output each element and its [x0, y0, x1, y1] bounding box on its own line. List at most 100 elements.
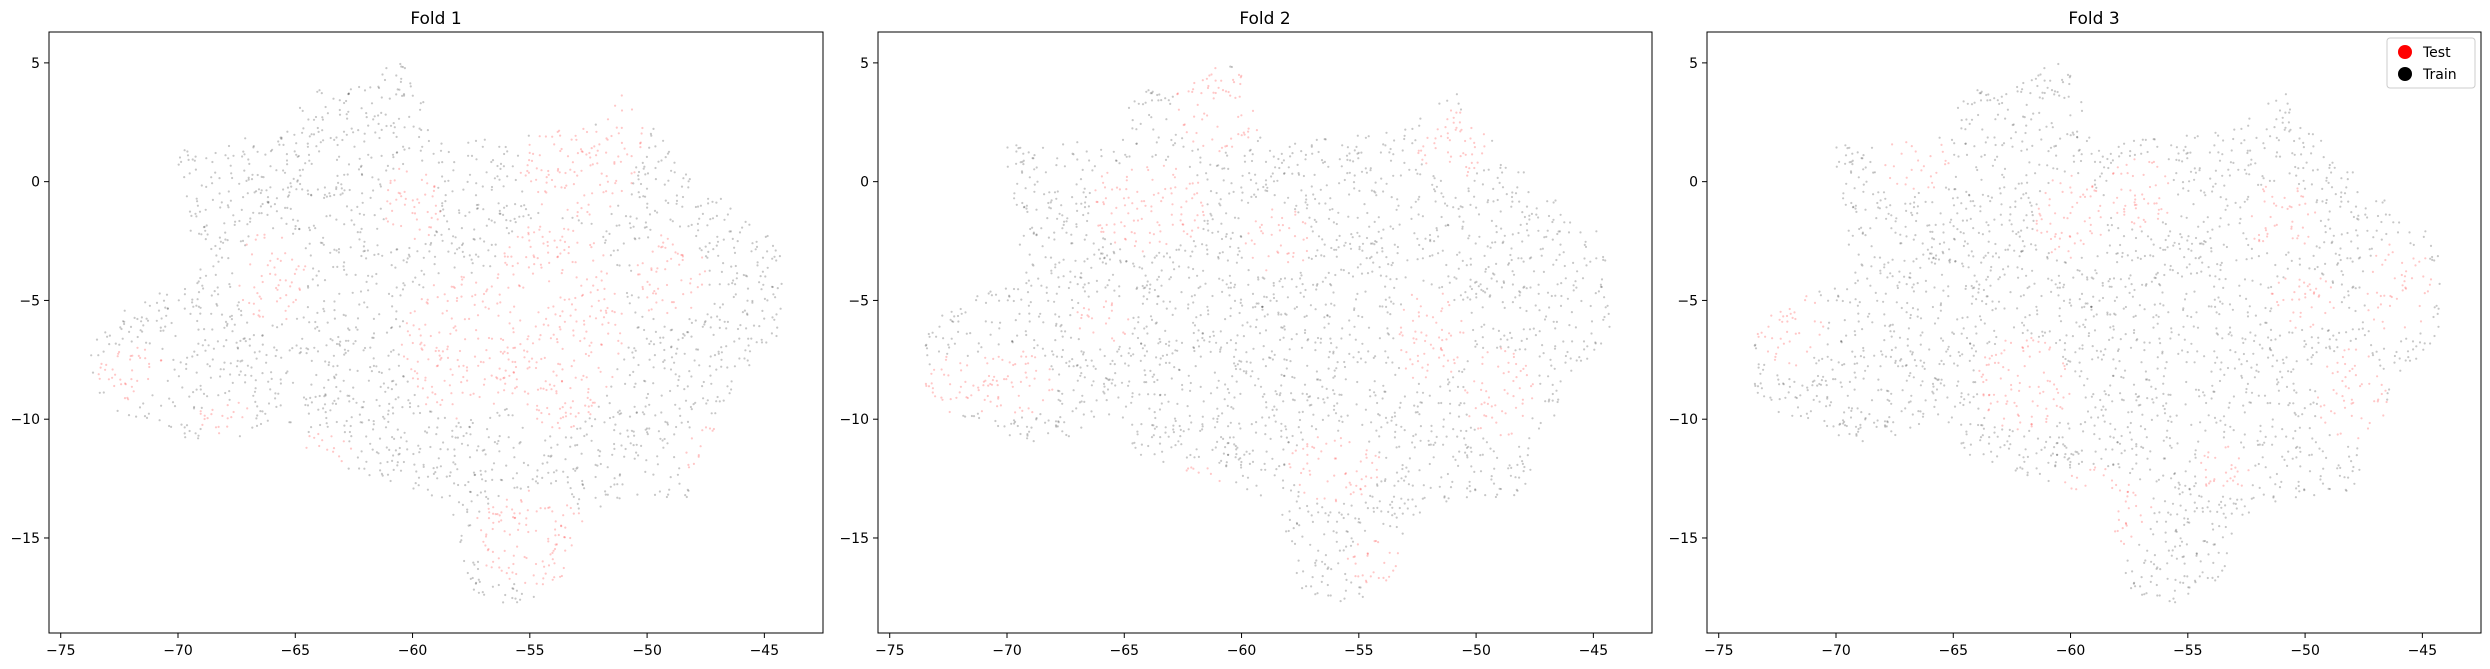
train-point: [1063, 165, 1066, 168]
train-point: [608, 402, 611, 405]
train-point: [704, 320, 707, 323]
train-point: [350, 209, 353, 212]
train-point: [950, 337, 953, 340]
train-point: [165, 314, 168, 317]
test-point: [987, 374, 991, 378]
test-point: [1140, 200, 1143, 203]
test-point: [610, 134, 613, 138]
train-point: [618, 409, 621, 412]
train-point: [1201, 423, 1204, 426]
train-point: [1361, 249, 1364, 252]
train-point: [1380, 510, 1383, 513]
train-point: [375, 272, 378, 276]
train-point: [1229, 281, 1232, 284]
test-point: [1182, 223, 1185, 226]
train-point: [191, 158, 194, 161]
train-point: [1528, 218, 1531, 221]
train-point: [439, 448, 442, 451]
train-point: [1443, 496, 1446, 499]
train-point: [224, 154, 227, 157]
test-point: [462, 375, 465, 379]
train-point: [738, 357, 741, 360]
train-point: [1343, 244, 1346, 247]
test-point: [450, 285, 453, 288]
train-point: [379, 185, 382, 188]
test-point: [1333, 439, 1336, 442]
train-point: [204, 229, 207, 232]
test-point: [652, 292, 655, 295]
train-point: [1119, 261, 1122, 264]
train-point: [282, 143, 285, 146]
train-point: [484, 479, 487, 483]
train-point: [1297, 490, 1300, 494]
test-point: [1446, 136, 1449, 139]
train-point: [128, 330, 131, 333]
test-point: [1005, 378, 1008, 381]
test-point: [1250, 239, 1253, 242]
test-point: [510, 508, 514, 511]
train-point: [1241, 324, 1244, 327]
train-point: [1140, 443, 1143, 446]
train-point: [715, 201, 718, 204]
train-point: [1437, 235, 1440, 238]
test-point: [1316, 436, 1319, 439]
test-point: [527, 530, 530, 534]
test-point: [600, 270, 603, 273]
test-point: [556, 341, 559, 344]
train-point: [1363, 203, 1366, 206]
train-point: [196, 200, 199, 203]
train-point: [418, 127, 421, 130]
train-point: [758, 325, 761, 328]
train-point: [1326, 314, 1329, 317]
train-point: [1338, 158, 1341, 161]
train-point: [235, 341, 238, 344]
train-point: [1040, 284, 1043, 287]
train-point: [357, 168, 361, 171]
train-point: [1083, 238, 1086, 241]
train-point: [1136, 286, 1139, 289]
train-point: [381, 73, 384, 76]
train-point: [937, 350, 941, 353]
test-point: [1426, 363, 1429, 366]
test-point: [526, 164, 529, 167]
train-point: [1382, 228, 1385, 231]
train-point: [347, 163, 351, 166]
train-point: [445, 475, 448, 478]
train-point: [437, 417, 440, 420]
test-point: [561, 406, 564, 409]
train-point: [1008, 295, 1011, 298]
train-point: [1323, 533, 1326, 536]
test-point: [660, 246, 663, 249]
train-point: [1071, 242, 1074, 245]
test-point: [1170, 192, 1173, 195]
train-point: [478, 510, 481, 513]
train-point: [511, 587, 514, 590]
test-point: [497, 273, 500, 276]
train-point: [1469, 278, 1472, 281]
train-point: [399, 469, 403, 472]
train-point: [1156, 93, 1159, 97]
test-point: [549, 337, 553, 340]
train-point: [255, 417, 258, 420]
train-point: [391, 305, 394, 308]
train-point: [338, 155, 341, 158]
train-point: [1165, 307, 1168, 310]
test-point: [555, 543, 559, 546]
train-point: [267, 402, 271, 405]
train-point: [1264, 424, 1267, 427]
test-point: [1369, 575, 1372, 578]
train-point: [1248, 452, 1251, 455]
train-point: [1132, 262, 1135, 265]
test-point: [583, 337, 586, 340]
train-point: [379, 207, 382, 210]
test-point: [569, 168, 572, 171]
train-point: [1540, 254, 1543, 257]
train-point: [360, 172, 363, 176]
test-point: [535, 167, 538, 170]
test-point: [592, 259, 595, 262]
test-point: [1499, 434, 1502, 437]
train-point: [1389, 313, 1392, 316]
train-point: [315, 274, 318, 277]
test-point: [611, 192, 614, 195]
test-point: [1512, 379, 1515, 383]
